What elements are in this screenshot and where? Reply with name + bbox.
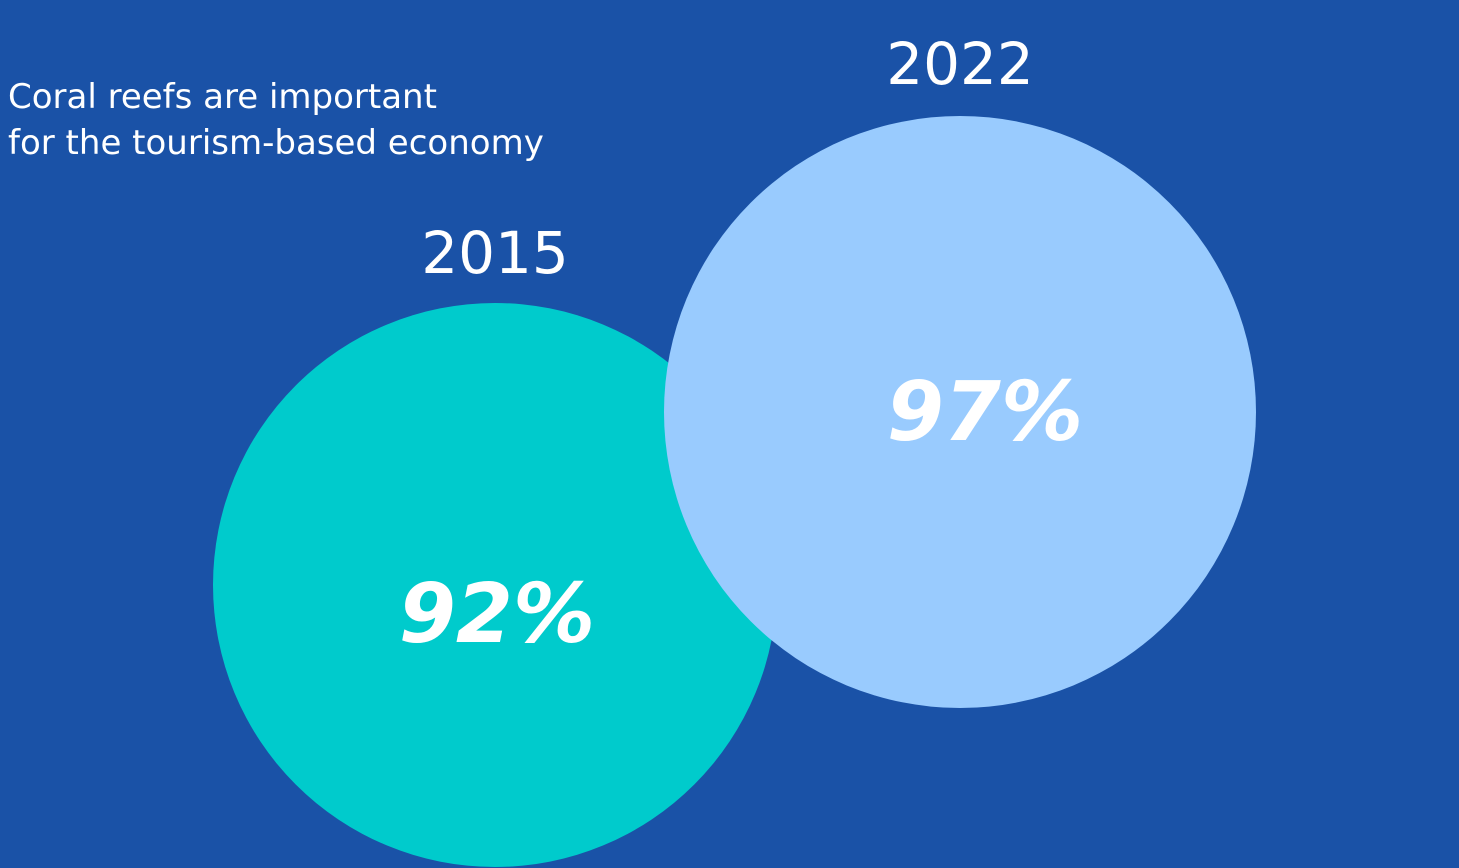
subtitle-line-2: for the tourism-based economy (8, 123, 544, 163)
year-label-2015: 2015 (421, 219, 569, 287)
value-label-2015: 92% (399, 567, 595, 662)
subtitle-line-1: Coral reefs are important (8, 77, 437, 117)
bubble-2015 (213, 303, 777, 867)
value-label-2022: 97% (887, 365, 1083, 460)
bubble-2022 (664, 116, 1256, 708)
chart-subtitle: Coral reefs are important for the touris… (8, 74, 544, 166)
year-label-2022: 2022 (886, 30, 1034, 98)
